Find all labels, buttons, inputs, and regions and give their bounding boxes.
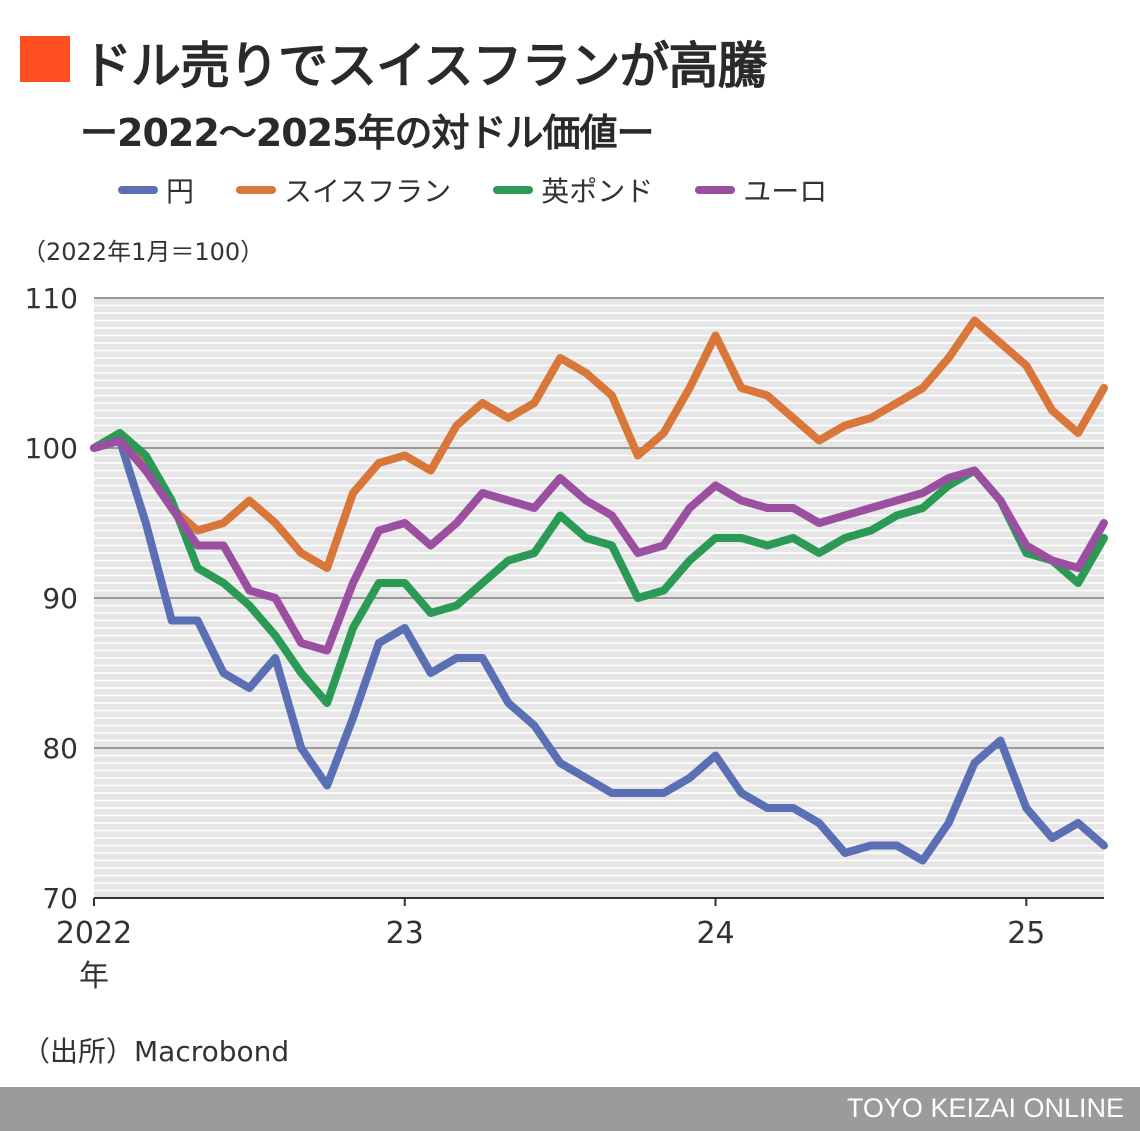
legend-label-yen: 円 xyxy=(166,175,195,208)
x-tick-label: 25 xyxy=(1007,916,1045,951)
x-tick-label-secondary: 年 xyxy=(79,959,109,994)
y-tick-label: 110 xyxy=(25,282,78,315)
y-axis-unit-note: （2022年1月＝100） xyxy=(22,238,265,266)
series-line-euro xyxy=(90,436,1108,655)
x-tick-label: 23 xyxy=(386,916,424,951)
chart-legend: 円 スイスフラン 英ポンド ユーロ xyxy=(118,172,869,208)
x-tick-label: 24 xyxy=(696,916,734,951)
legend-label-pound: 英ポンド xyxy=(541,175,654,208)
legend-item-yen: 円 xyxy=(118,170,194,210)
source-note: （出所）Macrobond xyxy=(22,1035,290,1068)
x-tick-label: 2022 xyxy=(56,916,132,951)
y-tick-label: 80 xyxy=(42,732,78,765)
series-line-yen xyxy=(90,436,1108,865)
legend-item-swiss-franc: スイスフラン xyxy=(236,170,451,210)
legend-swatch-swiss-franc xyxy=(236,186,277,194)
line-chart: 70 80 90 100 110 2022 年 23 24 25 xyxy=(25,282,1108,994)
chart-subtitle: ー2022～2025年の対ドル価値ー xyxy=(80,111,655,155)
y-tick-label: 90 xyxy=(42,582,78,615)
legend-item-euro: ユーロ xyxy=(695,170,827,210)
legend-item-pound: 英ポンド xyxy=(493,170,653,210)
series-line-pound xyxy=(90,429,1108,707)
footer-brand: TOYO KEIZAI ONLINE xyxy=(846,1093,1124,1123)
footer-bar: TOYO KEIZAI ONLINE xyxy=(0,1087,1140,1131)
series-line-swiss-franc xyxy=(90,316,1108,572)
legend-label-euro: ユーロ xyxy=(743,175,828,208)
title-accent-square xyxy=(20,36,70,82)
legend-swatch-euro xyxy=(695,186,736,194)
legend-swatch-yen xyxy=(118,186,158,194)
y-tick-label: 100 xyxy=(25,432,78,465)
legend-label-swiss-franc: スイスフラン xyxy=(284,175,452,208)
y-tick-label: 70 xyxy=(42,882,78,915)
legend-swatch-pound xyxy=(493,186,534,194)
chart-title: ドル売りでスイスフランが高騰 xyxy=(82,37,767,95)
